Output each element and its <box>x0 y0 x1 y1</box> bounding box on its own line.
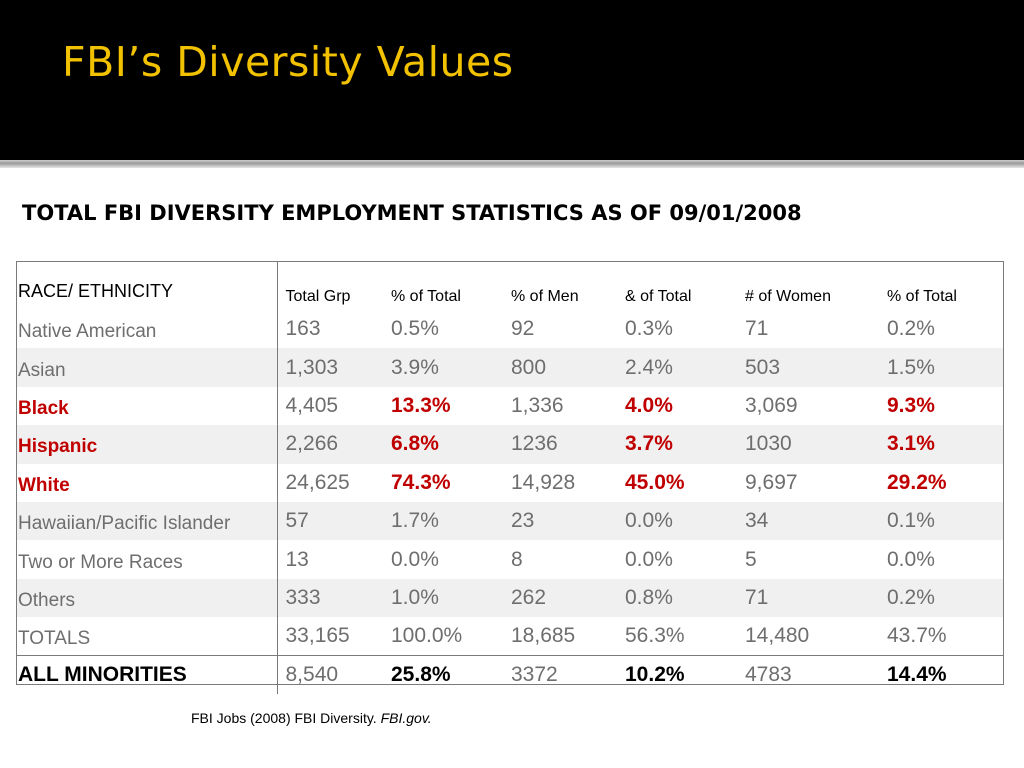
women-pct-cell: 43.7% <box>887 624 947 648</box>
pct-total-cell: 100.0% <box>391 624 463 648</box>
men-cell: 3372 <box>511 662 558 686</box>
men-pct-cell: 3.7% <box>625 432 673 456</box>
column-header-men-pct: & of Total <box>625 288 692 305</box>
title-divider <box>0 160 1024 168</box>
column-header-women: # of Women <box>745 288 831 305</box>
total-grp-cell: 57 <box>285 509 309 533</box>
men-cell: 8 <box>511 547 523 571</box>
women-pct-cell: 9.3% <box>887 393 935 417</box>
table-header-row: RACE/ ETHNICITY Total Grp % of Total % o… <box>17 262 1003 310</box>
men-cell: 14,928 <box>511 470 576 494</box>
women-pct-cell: 29.2% <box>887 470 947 494</box>
women-cell: 71 <box>745 585 769 609</box>
women-cell: 3,069 <box>745 393 798 417</box>
table-row-black: Black 4,405 13.3% 1,336 4.0% 3,069 9.3% <box>17 386 1003 426</box>
men-pct-cell: 4.0% <box>625 393 673 417</box>
women-pct-cell: 0.1% <box>887 509 935 533</box>
pct-total-cell: 1.7% <box>391 509 439 533</box>
women-cell: 14,480 <box>745 624 810 648</box>
women-cell: 5 <box>745 547 757 571</box>
pct-total-cell: 13.3% <box>391 393 451 417</box>
men-cell: 800 <box>511 355 547 379</box>
table-row-native-american: Native American 163 0.5% 92 0.3% 71 0.2% <box>17 310 1003 349</box>
column-header-total-grp: Total Grp <box>285 288 351 305</box>
pct-total-cell: 0.5% <box>391 317 439 341</box>
men-pct-cell: 0.8% <box>625 585 673 609</box>
pct-total-cell: 6.8% <box>391 432 439 456</box>
men-pct-cell: 45.0% <box>625 470 685 494</box>
pct-total-cell: 74.3% <box>391 470 451 494</box>
men-cell: 1,336 <box>511 393 564 417</box>
women-pct-cell: 1.5% <box>887 355 935 379</box>
women-pct-cell: 14.4% <box>887 662 947 686</box>
race-cell: Hawaiian/Pacific Islander <box>17 501 278 541</box>
men-cell: 1236 <box>511 432 558 456</box>
total-grp-cell: 24,625 <box>285 470 350 494</box>
total-grp-cell: 333 <box>285 585 321 609</box>
men-pct-cell: 10.2% <box>625 662 685 686</box>
table-row-white: White 24,625 74.3% 14,928 45.0% 9,697 29… <box>17 463 1003 502</box>
total-grp-cell: 33,165 <box>285 624 350 648</box>
women-cell: 4783 <box>745 662 792 686</box>
men-cell: 262 <box>511 585 547 609</box>
table-subtitle: TOTAL FBI DIVERSITY EMPLOYMENT STATISTIC… <box>22 201 802 225</box>
women-pct-cell: 0.2% <box>887 317 935 341</box>
slide-title: FBI’s Diversity Values <box>62 38 514 86</box>
men-cell: 18,685 <box>511 624 576 648</box>
men-pct-cell: 0.0% <box>625 509 673 533</box>
source-link-text: FBI.gov. <box>380 710 432 726</box>
women-cell: 503 <box>745 355 781 379</box>
women-pct-cell: 3.1% <box>887 432 935 456</box>
pct-total-cell: 25.8% <box>391 662 451 686</box>
women-pct-cell: 0.0% <box>887 547 935 571</box>
total-grp-cell: 2,266 <box>285 432 339 456</box>
table-row-asian: Asian 1,303 3.9% 800 2.4% 503 1.5% <box>17 348 1003 387</box>
source-citation: FBI Jobs (2008) FBI Diversity. FBI.gov. <box>191 710 432 726</box>
column-header-women-pct: % of Total <box>887 288 957 305</box>
race-cell: Hispanic <box>17 425 278 464</box>
women-cell: 71 <box>745 317 769 341</box>
race-cell: Asian <box>17 348 278 387</box>
table-row-all-minorities: ALL MINORITIES 8,540 25.8% 3372 10.2% 47… <box>17 655 1003 694</box>
source-text: FBI Jobs (2008) FBI Diversity. <box>191 710 381 726</box>
race-cell: Black <box>17 386 278 426</box>
pct-total-cell: 3.9% <box>391 355 439 379</box>
race-cell: Native American <box>17 310 278 349</box>
title-bar <box>0 0 1024 160</box>
pct-total-cell: 0.0% <box>391 547 439 571</box>
women-cell: 1030 <box>745 432 792 456</box>
table-row-hispanic: Hispanic 2,266 6.8% 1236 3.7% 1030 3.1% <box>17 425 1003 464</box>
men-pct-cell: 0.3% <box>625 317 673 341</box>
women-cell: 34 <box>745 509 769 533</box>
total-grp-cell: 163 <box>285 317 321 341</box>
men-cell: 23 <box>511 509 535 533</box>
women-cell: 9,697 <box>745 470 798 494</box>
table-row-two-or-more-races: Two or More Races 13 0.0% 8 0.0% 5 0.0% <box>17 540 1003 579</box>
total-grp-cell: 4,405 <box>285 393 339 417</box>
race-cell: White <box>17 463 278 502</box>
men-pct-cell: 56.3% <box>625 624 685 648</box>
total-grp-cell: 8,540 <box>285 662 339 686</box>
race-cell: Two or More Races <box>17 540 278 579</box>
diversity-table: RACE/ ETHNICITY Total Grp % of Total % o… <box>17 262 1003 694</box>
men-cell: 92 <box>511 317 535 341</box>
total-grp-cell: 1,303 <box>285 355 339 379</box>
column-header-race: RACE/ ETHNICITY <box>17 262 278 310</box>
column-header-men: % of Men <box>511 288 579 305</box>
table-row-hawaiian-pacific-islander: Hawaiian/Pacific Islander 57 1.7% 23 0.0… <box>17 501 1003 541</box>
column-header-pct-total: % of Total <box>391 288 461 305</box>
diversity-table-frame: RACE/ ETHNICITY Total Grp % of Total % o… <box>16 261 1004 694</box>
race-cell: Others <box>17 578 278 618</box>
race-cell: ALL MINORITIES <box>17 655 278 694</box>
total-grp-cell: 13 <box>285 547 309 571</box>
men-pct-cell: 2.4% <box>625 355 673 379</box>
women-pct-cell: 0.2% <box>887 585 935 609</box>
race-cell: TOTALS <box>17 617 278 656</box>
table-row-totals: TOTALS 33,165 100.0% 18,685 56.3% 14,480… <box>17 617 1003 656</box>
table-row-others: Others 333 1.0% 262 0.8% 71 0.2% <box>17 578 1003 618</box>
men-pct-cell: 0.0% <box>625 547 673 571</box>
pct-total-cell: 1.0% <box>391 585 439 609</box>
